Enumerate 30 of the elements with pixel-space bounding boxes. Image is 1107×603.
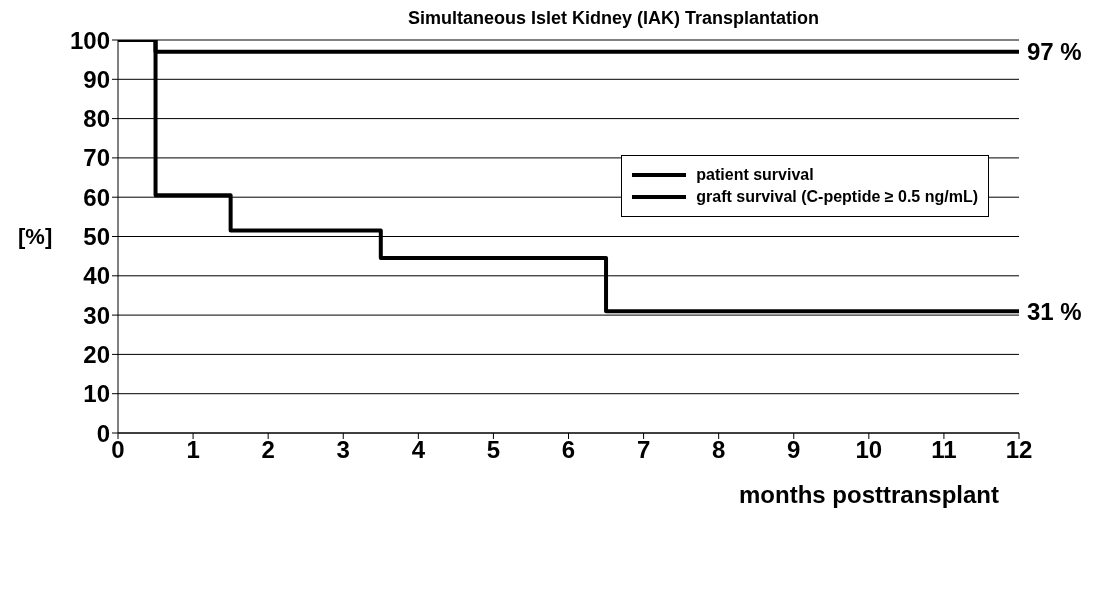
legend-label: patient survival — [696, 166, 814, 184]
x-tick-label: 8 — [711, 436, 726, 464]
y-tick-label: 40 — [83, 262, 110, 290]
y-tick-label: 70 — [83, 144, 110, 172]
y-tick-label: 20 — [83, 340, 110, 368]
x-tick-label: 12 — [1005, 436, 1033, 464]
x-axis-title: months posttransplant — [738, 481, 999, 508]
x-tick-label: 6 — [561, 436, 576, 464]
y-tick-label: 80 — [83, 105, 110, 133]
x-tick-label: 10 — [855, 436, 883, 464]
x-tick-label: 11 — [931, 436, 957, 464]
legend-label: graft survival (C-peptide ≥ 0.5 ng/mL) — [696, 188, 978, 206]
y-tick-label: 50 — [83, 223, 110, 251]
x-tick-label: 1 — [186, 436, 200, 464]
x-tick-label: 2 — [261, 436, 275, 464]
annotation: 31 % — [1027, 297, 1082, 325]
x-tick-label: 4 — [411, 436, 426, 464]
x-tick-label: 7 — [636, 436, 651, 464]
y-tick-label: 0 — [96, 419, 110, 447]
y-tick-label: 10 — [83, 380, 110, 408]
y-tick-label: 90 — [83, 65, 110, 93]
y-tick-label: 30 — [83, 301, 110, 329]
x-tick-label: 5 — [486, 436, 501, 464]
y-tick-label: 60 — [83, 183, 110, 211]
x-tick-label: 3 — [336, 436, 350, 464]
annotation: 97 % — [1027, 38, 1082, 66]
x-tick-label: 9 — [787, 436, 801, 464]
y-tick-label: 100 — [69, 26, 110, 54]
chart-title: Simultaneous Islet Kidney (IAK) Transplantation — [407, 8, 820, 28]
y-axis-title: [%] — [18, 224, 53, 250]
